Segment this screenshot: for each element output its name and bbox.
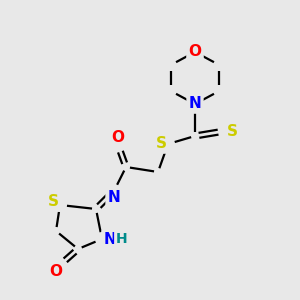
Text: H: H bbox=[116, 232, 128, 246]
Text: O: O bbox=[188, 44, 202, 59]
Text: S: S bbox=[47, 194, 58, 209]
Text: N: N bbox=[103, 232, 116, 247]
Text: O: O bbox=[112, 130, 124, 146]
Text: S: S bbox=[226, 124, 238, 139]
Text: N: N bbox=[189, 97, 201, 112]
Text: N: N bbox=[108, 190, 120, 205]
Text: O: O bbox=[50, 265, 62, 280]
Text: S: S bbox=[155, 136, 167, 152]
